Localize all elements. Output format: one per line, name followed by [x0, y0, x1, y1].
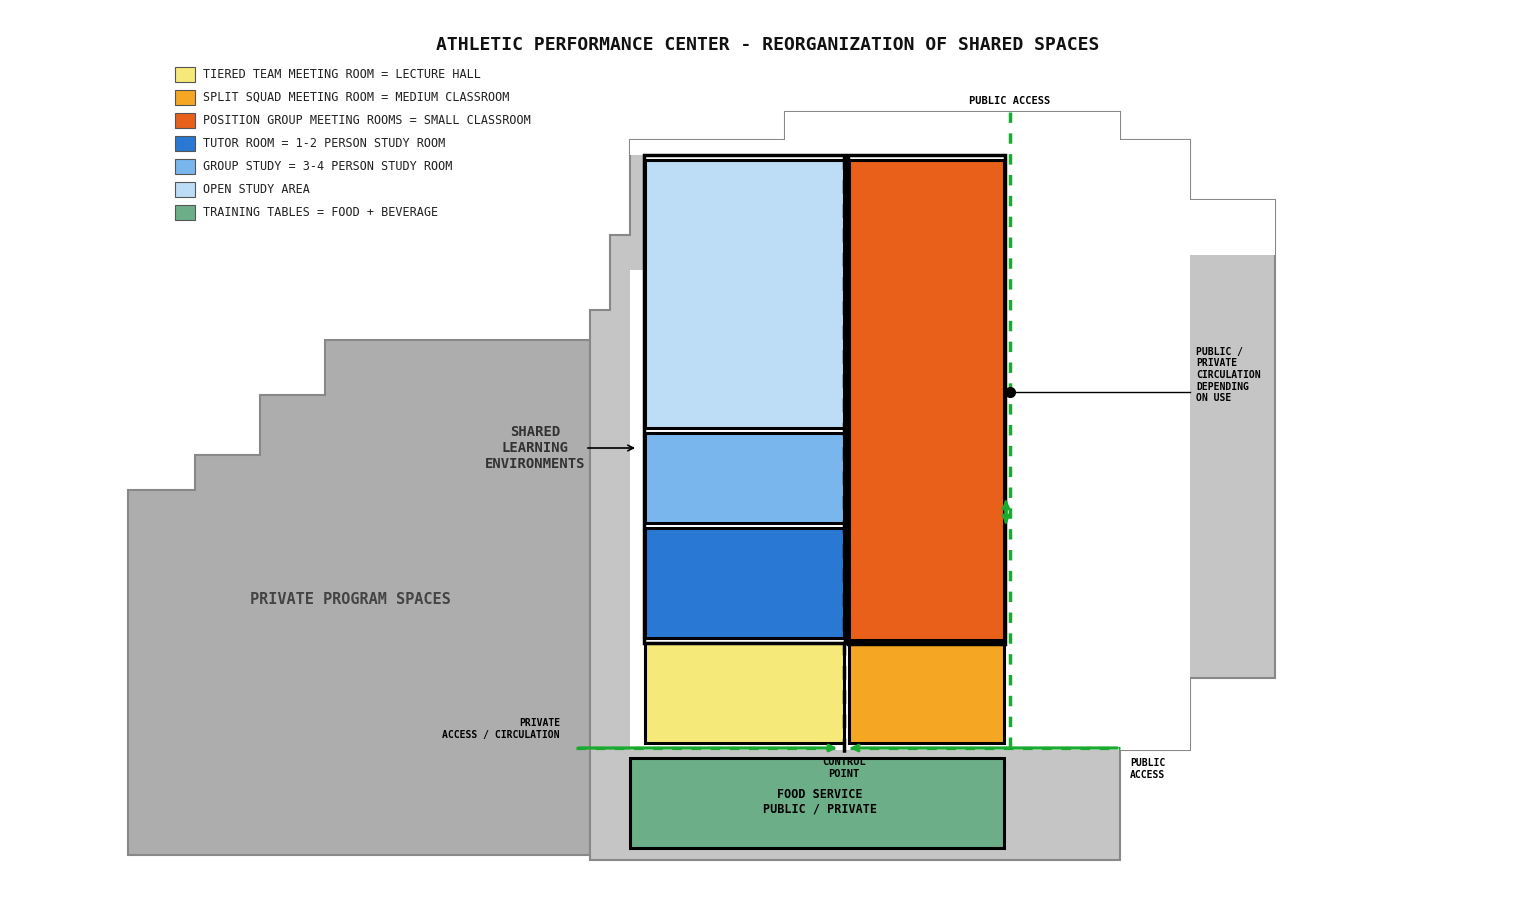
Text: PRIVATE
ACCESS / CIRCULATION: PRIVATE ACCESS / CIRCULATION [442, 718, 561, 740]
Text: TRAINING TABLES = FOOD + BEVERAGE: TRAINING TABLES = FOOD + BEVERAGE [203, 206, 438, 219]
Text: SPLIT SQUAD MEETING ROOM = MEDIUM CLASSROOM: SPLIT SQUAD MEETING ROOM = MEDIUM CLASSR… [203, 91, 510, 104]
Bar [175, 90, 195, 105]
Text: TIERED TEAM MEETING ROOM = LECTURE HALL: TIERED TEAM MEETING ROOM = LECTURE HALL [203, 68, 481, 81]
Bar [175, 67, 195, 82]
Text: OPEN STUDY AREA: OPEN STUDY AREA [203, 183, 310, 196]
Bar [849, 160, 1005, 640]
Text: POSITION GROUP MEETING ROOMS = SMALL CLASSROOM: POSITION GROUP MEETING ROOMS = SMALL CLA… [203, 114, 531, 127]
Bar [175, 182, 195, 197]
Text: PRIVATE PROGRAM SPACES: PRIVATE PROGRAM SPACES [250, 592, 450, 608]
Bar [175, 159, 195, 174]
Text: PUBLIC ACCESS: PUBLIC ACCESS [969, 96, 1051, 106]
Bar [848, 155, 1005, 644]
Polygon shape [590, 112, 1275, 860]
Bar [849, 643, 1005, 743]
Bar [645, 433, 843, 523]
Bar [644, 155, 845, 643]
Bar [175, 113, 195, 128]
Bar [175, 136, 195, 151]
Text: PUBLIC /
PRIVATE
CIRCULATION
DEPENDING
ON USE: PUBLIC / PRIVATE CIRCULATION DEPENDING O… [1197, 346, 1261, 404]
Text: GROUP STUDY = 3-4 PERSON STUDY ROOM: GROUP STUDY = 3-4 PERSON STUDY ROOM [203, 160, 453, 173]
Bar [645, 528, 843, 638]
Polygon shape [127, 340, 590, 855]
Text: SHARED
LEARNING
ENVIRONMENTS: SHARED LEARNING ENVIRONMENTS [485, 424, 585, 472]
Text: PUBLIC
ACCESS: PUBLIC ACCESS [1130, 758, 1166, 780]
Polygon shape [630, 155, 1015, 855]
Bar [630, 758, 1005, 848]
Bar [175, 205, 195, 220]
Text: TUTOR ROOM = 1-2 PERSON STUDY ROOM: TUTOR ROOM = 1-2 PERSON STUDY ROOM [203, 137, 445, 150]
Text: ATHLETIC PERFORMANCE CENTER - REORGANIZATION OF SHARED SPACES: ATHLETIC PERFORMANCE CENTER - REORGANIZA… [436, 36, 1100, 54]
Text: CONTROL
POINT: CONTROL POINT [822, 757, 866, 778]
Text: FOOD SERVICE
PUBLIC / PRIVATE: FOOD SERVICE PUBLIC / PRIVATE [763, 788, 877, 816]
Bar [645, 160, 843, 428]
Bar [645, 643, 843, 743]
Polygon shape [630, 112, 1275, 750]
